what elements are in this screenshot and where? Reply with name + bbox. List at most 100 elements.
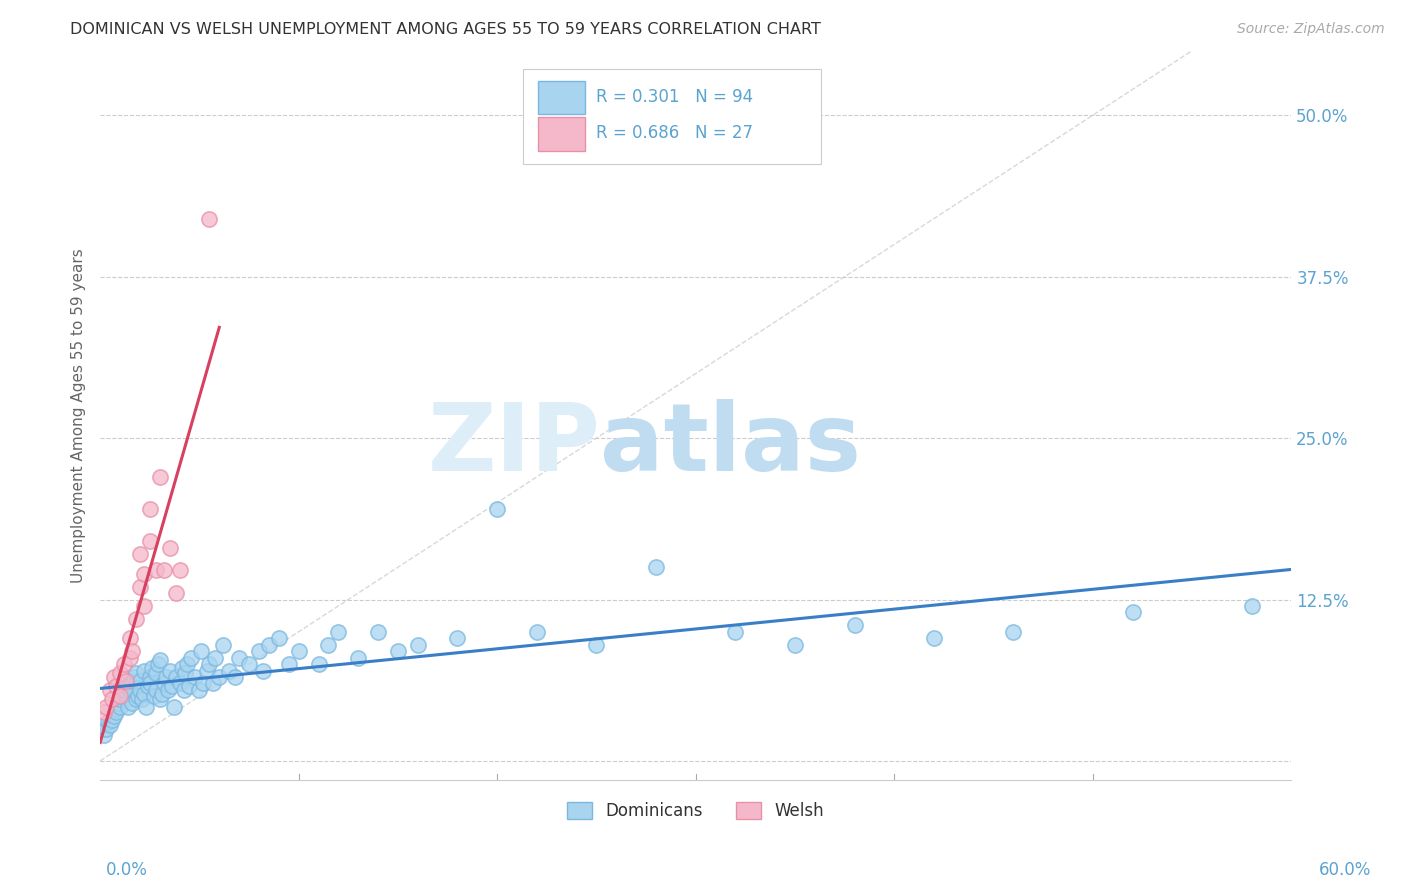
Point: [135, 699, 157, 714]
Point: [136, 679, 159, 693]
Point: [93, 728, 115, 742]
Point: [107, 696, 129, 710]
Point: [162, 699, 184, 714]
Point: [145, 563, 167, 577]
Text: DOMINICAN VS WELSH UNEMPLOYMENT AMONG AGES 55 TO 59 YEARS CORRELATION CHART: DOMINICAN VS WELSH UNEMPLOYMENT AMONG AG…: [70, 22, 821, 37]
Point: [94, 699, 117, 714]
Point: [367, 624, 389, 639]
Point: [1240, 599, 1263, 613]
Point: [277, 657, 299, 671]
Point: [117, 699, 139, 714]
Point: [142, 690, 165, 704]
Point: [844, 618, 866, 632]
Point: [156, 682, 179, 697]
Point: [247, 644, 270, 658]
Point: [103, 708, 125, 723]
Point: [108, 699, 131, 714]
Point: [112, 657, 135, 671]
Point: [228, 650, 250, 665]
Point: [204, 650, 226, 665]
Point: [122, 670, 145, 684]
Point: [145, 682, 167, 697]
Point: [267, 632, 290, 646]
Point: [145, 666, 167, 681]
Point: [118, 676, 141, 690]
FancyBboxPatch shape: [523, 69, 821, 164]
Point: [174, 666, 197, 681]
Point: [198, 657, 221, 671]
Point: [146, 657, 169, 671]
Point: [195, 664, 218, 678]
Point: [121, 673, 143, 688]
Point: [132, 566, 155, 581]
Point: [94, 722, 117, 736]
Point: [208, 670, 231, 684]
Point: [108, 692, 131, 706]
Point: [105, 705, 128, 719]
Point: [121, 644, 143, 658]
Point: [526, 624, 548, 639]
Y-axis label: Unemployment Among Ages 55 to 59 years: Unemployment Among Ages 55 to 59 years: [72, 248, 86, 582]
Point: [173, 682, 195, 697]
Point: [387, 644, 409, 658]
Text: R = 0.301   N = 94: R = 0.301 N = 94: [596, 87, 752, 105]
Point: [118, 650, 141, 665]
Point: [118, 632, 141, 646]
Point: [149, 692, 172, 706]
Point: [152, 676, 174, 690]
Point: [139, 534, 162, 549]
Point: [139, 502, 162, 516]
Point: [149, 653, 172, 667]
Point: [1121, 606, 1143, 620]
FancyBboxPatch shape: [538, 117, 585, 151]
Point: [180, 650, 202, 665]
Legend: Dominicans, Welsh: Dominicans, Welsh: [561, 795, 831, 827]
Point: [118, 682, 141, 697]
Point: [103, 670, 125, 684]
Point: [132, 664, 155, 678]
Point: [112, 687, 135, 701]
Point: [224, 670, 246, 684]
Point: [169, 563, 191, 577]
Point: [128, 673, 150, 688]
Point: [132, 687, 155, 701]
Point: [190, 644, 212, 658]
Point: [165, 586, 187, 600]
Point: [152, 563, 174, 577]
FancyBboxPatch shape: [538, 80, 585, 114]
Point: [125, 666, 148, 681]
Point: [160, 679, 183, 693]
Point: [105, 679, 128, 693]
Point: [179, 679, 201, 693]
Point: [287, 644, 309, 658]
Text: R = 0.686   N = 27: R = 0.686 N = 27: [596, 124, 752, 142]
Point: [115, 673, 138, 688]
Point: [202, 676, 225, 690]
Point: [115, 679, 138, 693]
Point: [127, 690, 149, 704]
Point: [155, 670, 177, 684]
Point: [141, 661, 163, 675]
Point: [108, 666, 131, 681]
Point: [93, 705, 115, 719]
Point: [198, 211, 221, 226]
Point: [193, 676, 215, 690]
Point: [108, 690, 131, 704]
Point: [98, 682, 121, 697]
Point: [131, 692, 153, 706]
Point: [101, 713, 124, 727]
Point: [149, 470, 172, 484]
Point: [724, 624, 747, 639]
Point: [112, 682, 135, 697]
Point: [218, 664, 240, 678]
Text: ZIP: ZIP: [427, 399, 600, 491]
Point: [783, 638, 806, 652]
Point: [165, 670, 187, 684]
Point: [308, 657, 330, 671]
Point: [125, 612, 148, 626]
Text: Source: ZipAtlas.com: Source: ZipAtlas.com: [1237, 22, 1385, 37]
Text: 60.0%: 60.0%: [1319, 861, 1371, 879]
Point: [128, 580, 150, 594]
Text: 0.0%: 0.0%: [105, 861, 148, 879]
Point: [150, 687, 173, 701]
